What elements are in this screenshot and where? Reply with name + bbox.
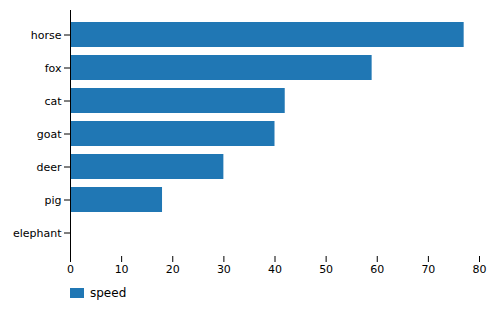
- svg-text:40: 40: [268, 263, 282, 276]
- svg-text:fox: fox: [45, 62, 62, 75]
- svg-text:30: 30: [217, 263, 231, 276]
- svg-text:20: 20: [166, 263, 180, 276]
- svg-text:pig: pig: [44, 194, 61, 207]
- svg-text:0: 0: [67, 263, 74, 276]
- svg-text:60: 60: [370, 263, 384, 276]
- svg-text:goat: goat: [37, 128, 62, 141]
- svg-text:10: 10: [115, 263, 129, 276]
- html-text:speed: speed: [90, 286, 127, 300]
- svg-text:50: 50: [319, 263, 333, 276]
- svg-text:elephant: elephant: [13, 227, 62, 240]
- svg-text:cat: cat: [44, 95, 62, 108]
- svg-text:80: 80: [473, 263, 487, 276]
- svg-text:70: 70: [421, 263, 435, 276]
- svg-text:horse: horse: [31, 29, 62, 42]
- svg-text:deer: deer: [36, 161, 62, 174]
